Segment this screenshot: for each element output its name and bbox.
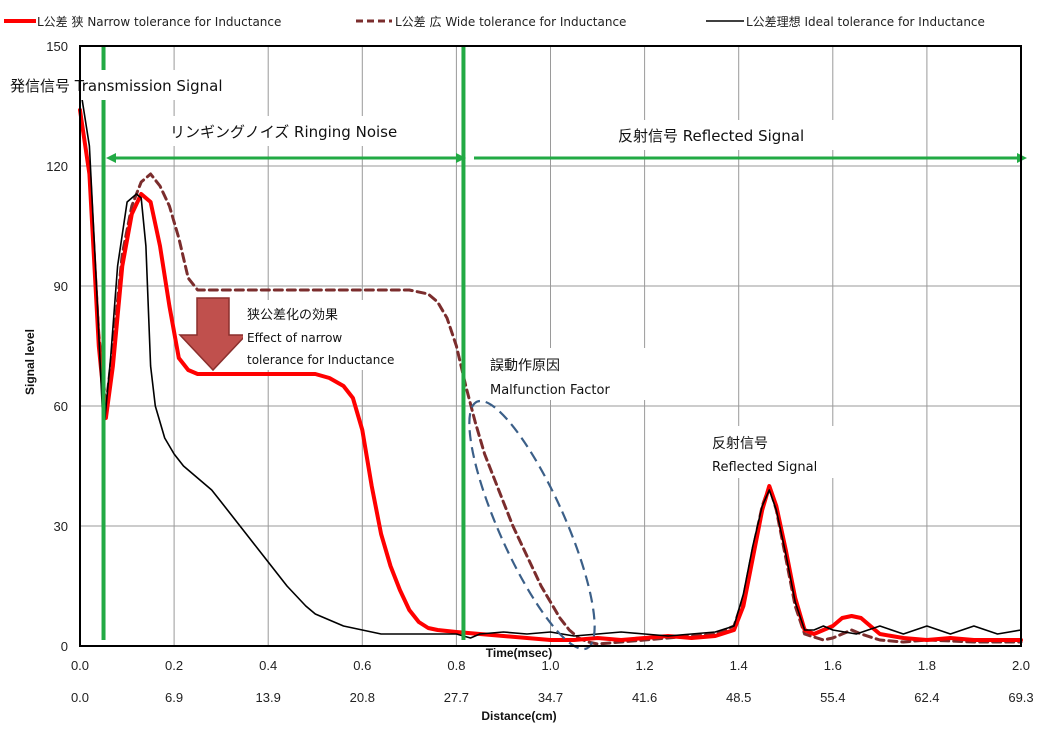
x2-tick-label: 20.8 [350, 690, 375, 705]
annotations: 発信信号 Transmission Signal リンギングノイズ Ringin… [6, 70, 856, 478]
effect-label-bg [243, 300, 413, 370]
reflected-label-bg [612, 120, 848, 150]
x-tick-label: 0.4 [259, 658, 277, 673]
x2-tick-label: 48.5 [726, 690, 751, 705]
effect-label-line2: Effect of narrow [247, 331, 342, 345]
malfunction-label-line2: Malfunction Factor [490, 383, 610, 398]
effect-label-line3: tolerance for Inductance [247, 353, 394, 367]
series-line-wide [78, 108, 1023, 646]
x-tick-label: 2.0 [1012, 658, 1030, 673]
malfunction-label-line1: 誤動作原因 [490, 358, 560, 374]
reflected-peak-label-bg [706, 426, 856, 478]
x-tick-label: 0.6 [353, 658, 371, 673]
legend-label-narrow: L公差 狭 Narrow tolerance for Inductance [37, 15, 281, 29]
transmission-label-bg [6, 70, 250, 100]
plot-frame [79, 45, 1022, 647]
ringing-arrow-right [456, 153, 466, 163]
x-tick-label: 1.6 [824, 658, 842, 673]
x2-tick-label: 62.4 [914, 690, 939, 705]
malfunction-label-bg [486, 348, 656, 400]
markers [101, 46, 466, 640]
x2-tick-labels: 0.0 6.9 13.9 20.8 27.7 34.7 41.6 48.5 55.4 62.4 69… [71, 690, 1034, 705]
x-tick-label: 1.4 [730, 658, 748, 673]
x2-tick-label: 69.3 [1008, 690, 1033, 705]
reflected-peak-label-line1: 反射信号 [712, 436, 768, 452]
y-tick-label: 0 [61, 639, 68, 654]
down-arrow-icon [178, 297, 248, 372]
effect-arrow [178, 297, 248, 372]
y-tick-label: 90 [54, 279, 68, 294]
legend-label-wide: L公差 広 Wide tolerance for Inductance [395, 15, 626, 29]
ringing-label-bg [165, 116, 425, 146]
y-tick-label: 120 [46, 159, 68, 174]
y-tick-label: 150 [46, 39, 68, 54]
x-tick-label: 1.8 [918, 658, 936, 673]
y-axis-label: Signal level [23, 329, 37, 395]
series-group [78, 85, 1023, 646]
reflected-peak-label-line2: Reflected Signal [712, 460, 817, 475]
x-tick-label: 0.0 [71, 658, 89, 673]
x2-tick-label: 27.7 [444, 690, 469, 705]
transmission-label: 発信信号 Transmission Signal [10, 77, 223, 95]
x2-tick-label: 0.0 [71, 690, 89, 705]
ringing-arrow-left [106, 153, 116, 163]
effect-label-line1: 狭公差化の効果 [247, 308, 338, 323]
y-tick-label: 30 [54, 519, 68, 534]
x2-tick-label: 13.9 [256, 690, 281, 705]
x2-tick-label: 6.9 [165, 690, 183, 705]
x2-tick-label: 55.4 [820, 690, 845, 705]
x-axis-label: Time(msec) [486, 646, 552, 660]
reflected-label: 反射信号 Reflected Signal [618, 127, 804, 145]
y-tick-label: 60 [54, 399, 68, 414]
series-line-ideal [79, 85, 1022, 639]
malfunction-ellipse [468, 399, 596, 651]
legend-label-ideal: L公差理想 Ideal tolerance for Inductance [746, 14, 985, 29]
span-arrows [106, 153, 1027, 163]
series-line-narrow [78, 108, 1023, 642]
legend: L公差 狭 Narrow tolerance for Inductance L公… [4, 14, 985, 29]
x-tick-label: 1.0 [541, 658, 559, 673]
x-tick-label: 1.2 [636, 658, 654, 673]
x2-axis-label: Distance(cm) [481, 709, 556, 723]
y-tick-labels: 0 30 60 90 120 150 [46, 39, 68, 654]
x-tick-label: 0.8 [447, 658, 465, 673]
x-tick-label: 0.2 [165, 658, 183, 673]
ringing-label: リンギングノイズ Ringing Noise [170, 123, 397, 141]
x-tick-labels: 0.0 0.2 0.4 0.6 0.8 1.0 1.2 1.4 1.6 1.8 2.0 [71, 658, 1030, 673]
x2-tick-label: 34.7 [538, 690, 563, 705]
x2-tick-label: 41.6 [632, 690, 657, 705]
